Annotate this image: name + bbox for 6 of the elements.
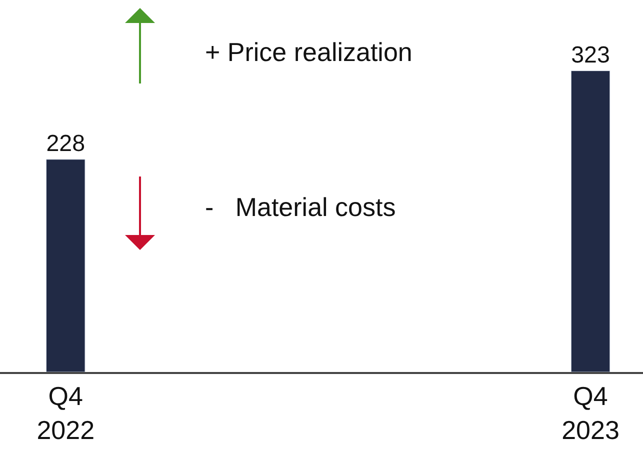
text: + Price realization [205, 37, 412, 67]
x-tick-label: Q4 2023 [562, 380, 620, 445]
data-label: 323 [571, 41, 610, 68]
x-tick-label: Q4 2022 [36, 380, 95, 445]
data-label: 228 [46, 130, 86, 156]
annotation: - Material costs [205, 192, 396, 222]
